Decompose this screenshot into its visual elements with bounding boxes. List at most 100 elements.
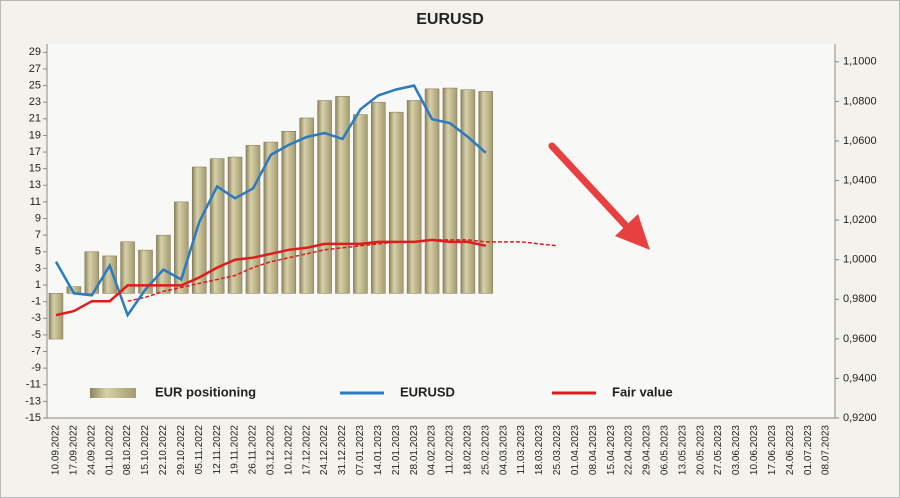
x-tick-label: 10.06.2023 xyxy=(749,425,760,475)
x-tick-label: 04.02.2023 xyxy=(427,425,438,475)
bar xyxy=(48,293,64,340)
bar xyxy=(388,111,404,294)
x-tick-label: 13.05.2023 xyxy=(677,425,688,475)
y-tick-label: 7 xyxy=(35,229,41,241)
legend-swatch xyxy=(90,388,136,398)
x-tick-label: 22.04.2023 xyxy=(624,425,635,475)
x-tick-label: 29.04.2023 xyxy=(642,425,653,475)
bar xyxy=(442,87,458,294)
bar xyxy=(353,114,368,294)
bar xyxy=(424,88,440,294)
y-tick-label: -13 xyxy=(25,395,41,407)
bar xyxy=(299,117,314,294)
chart-title: EURUSD xyxy=(416,11,484,28)
y2-tick-label: 0,9200 xyxy=(843,412,877,424)
y2-tick-label: 1,1000 xyxy=(843,56,877,68)
bar xyxy=(335,96,350,294)
y-tick-label: 19 xyxy=(29,129,41,141)
y-tick-label: -1 xyxy=(31,296,41,308)
bar xyxy=(317,100,332,294)
bar xyxy=(245,145,261,294)
y-tick-label: 29 xyxy=(29,46,41,58)
y-tick-label: 17 xyxy=(29,146,41,158)
y2-tick-label: 1,0000 xyxy=(843,254,877,266)
line xyxy=(54,84,487,318)
x-tick-label: 25.02.2023 xyxy=(480,425,491,475)
y2-tick-label: 1,0600 xyxy=(843,135,877,147)
y-tick-label: 3 xyxy=(35,262,41,274)
x-tick-label: 28.01.2023 xyxy=(409,425,420,475)
y-tick-label: 9 xyxy=(35,212,41,224)
y-tick-label: 21 xyxy=(29,113,41,125)
x-tick-label: 15.10.2022 xyxy=(140,425,151,475)
x-tick-label: 06.05.2023 xyxy=(660,425,671,475)
x-tick-label: 17.12.2022 xyxy=(301,425,312,475)
x-tick-label: 01.07.2023 xyxy=(803,425,814,475)
x-tick-label: 31.12.2022 xyxy=(337,425,348,475)
y-tick-label: 25 xyxy=(29,79,41,91)
x-tick-label: 25.03.2023 xyxy=(552,425,563,475)
y-tick-label: -7 xyxy=(31,345,41,357)
bar xyxy=(209,158,225,294)
x-tick-label: 24.06.2023 xyxy=(785,425,796,475)
bar xyxy=(138,249,153,294)
y2-tick-label: 1,0200 xyxy=(843,214,877,226)
x-tick-label: 10.09.2022 xyxy=(51,425,62,475)
x-tick-label: 18.03.2023 xyxy=(534,425,545,475)
y2-tick-label: 0,9800 xyxy=(843,293,877,305)
bar xyxy=(102,255,117,294)
x-tick-label: 04.03.2023 xyxy=(498,425,509,475)
x-tick-label: 03.06.2023 xyxy=(731,425,742,475)
y-tick-label: 13 xyxy=(29,179,41,191)
bar xyxy=(281,131,297,294)
y-tick-label: 27 xyxy=(29,63,41,75)
x-tick-label: 12.11.2022 xyxy=(212,425,223,475)
x-tick-label: 26.11.2022 xyxy=(248,425,259,475)
x-tick-label: 14.01.2023 xyxy=(373,425,384,475)
bar xyxy=(478,91,494,294)
bar xyxy=(371,101,386,294)
x-tick-label: 15.04.2023 xyxy=(606,425,617,475)
y-tick-label: 5 xyxy=(35,246,41,258)
y2-tick-label: 0,9400 xyxy=(843,372,877,384)
x-tick-label: 18.02.2023 xyxy=(463,425,474,475)
x-tick-label: 21.01.2023 xyxy=(391,425,402,475)
x-tick-label: 11.03.2023 xyxy=(516,425,527,475)
line xyxy=(55,238,487,317)
y-tick-label: -5 xyxy=(31,329,41,341)
legend-label: EURUSD xyxy=(400,384,455,399)
y-tick-label: -15 xyxy=(25,412,41,424)
x-tick-label: 01.04.2023 xyxy=(570,425,581,475)
x-tick-label: 07.01.2023 xyxy=(355,425,366,475)
dashed-line xyxy=(127,239,558,302)
x-tick-label: 01.10.2022 xyxy=(104,425,115,475)
x-tick-label: 08.04.2023 xyxy=(588,425,599,475)
y-tick-label: -9 xyxy=(31,362,41,374)
bar xyxy=(191,166,207,294)
bar xyxy=(406,100,422,294)
y-tick-label: 1 xyxy=(35,279,41,291)
x-tick-label: 03.12.2022 xyxy=(266,425,277,475)
y2-tick-label: 1,0400 xyxy=(843,174,877,186)
x-tick-label: 27.05.2023 xyxy=(713,425,724,475)
x-tick-label: 24.09.2022 xyxy=(86,425,97,475)
legend-label: EUR positioning xyxy=(155,384,256,399)
x-tick-label: 22.10.2022 xyxy=(158,425,169,475)
x-tick-label: 19.11.2022 xyxy=(230,425,241,475)
arrow xyxy=(548,142,650,250)
x-tick-label: 24.12.2022 xyxy=(319,425,330,475)
x-tick-label: 10.12.2022 xyxy=(283,425,294,475)
x-tick-label: 08.07.2023 xyxy=(821,425,832,475)
x-tick-label: 29.10.2022 xyxy=(176,425,187,475)
x-tick-label: 20.05.2023 xyxy=(695,425,706,475)
x-tick-label: 17.06.2023 xyxy=(767,425,778,475)
bar xyxy=(120,241,135,294)
x-tick-label: 17.09.2022 xyxy=(69,425,80,475)
y-tick-label: 15 xyxy=(29,163,41,175)
plot-area xyxy=(47,44,835,418)
x-tick-label: 11.02.2023 xyxy=(445,425,456,475)
y-tick-label: -11 xyxy=(26,379,41,391)
x-tick-label: 05.11.2022 xyxy=(194,425,205,475)
y-tick-label: 11 xyxy=(30,196,41,208)
